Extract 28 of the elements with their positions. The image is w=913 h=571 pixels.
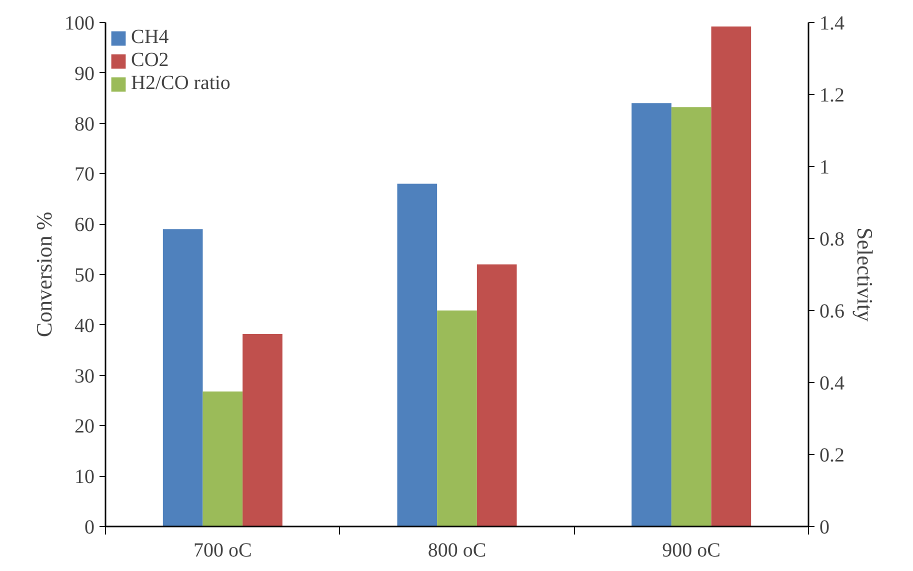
y2-tick-label: 0.4 bbox=[820, 372, 844, 394]
legend-label: H2/CO ratio bbox=[131, 72, 230, 95]
x-tick-label: 800 oC bbox=[428, 540, 486, 562]
y-tick-label: 70 bbox=[74, 164, 94, 186]
y-tick-label: 90 bbox=[74, 62, 94, 85]
y-tick-label: 40 bbox=[74, 314, 94, 337]
legend-label: CO2 bbox=[131, 49, 169, 72]
y-tick-label: 10 bbox=[74, 466, 94, 488]
y2-tick-label: 1.4 bbox=[820, 12, 844, 34]
y2-tick-label: 1.2 bbox=[820, 84, 844, 106]
y2-tick-label: 0.8 bbox=[820, 228, 844, 250]
y-tick-label: 100 bbox=[64, 12, 94, 34]
y2-tick-label: 1 bbox=[820, 156, 830, 178]
y-tick-label: 20 bbox=[74, 416, 94, 438]
y2-axis-title: Selectivity bbox=[852, 227, 878, 322]
y2-tick-label: 0.2 bbox=[820, 444, 844, 466]
y-tick-label: 50 bbox=[74, 264, 94, 286]
y-tick-label: 80 bbox=[74, 113, 94, 136]
y-tick-label: 60 bbox=[74, 214, 94, 236]
y2-tick-label: 0 bbox=[820, 516, 830, 538]
y-tick-label: 30 bbox=[74, 365, 94, 388]
y-axis-title: Conversion % bbox=[32, 212, 56, 338]
bar bbox=[162, 229, 203, 526]
x-tick-label: 700 oC bbox=[193, 540, 252, 562]
y2-tick-label: 0.6 bbox=[820, 300, 844, 322]
legend-label: CH4 bbox=[131, 26, 169, 49]
x-tick-label: 900 oC bbox=[662, 540, 721, 562]
y-tick-label: 0 bbox=[84, 516, 94, 538]
